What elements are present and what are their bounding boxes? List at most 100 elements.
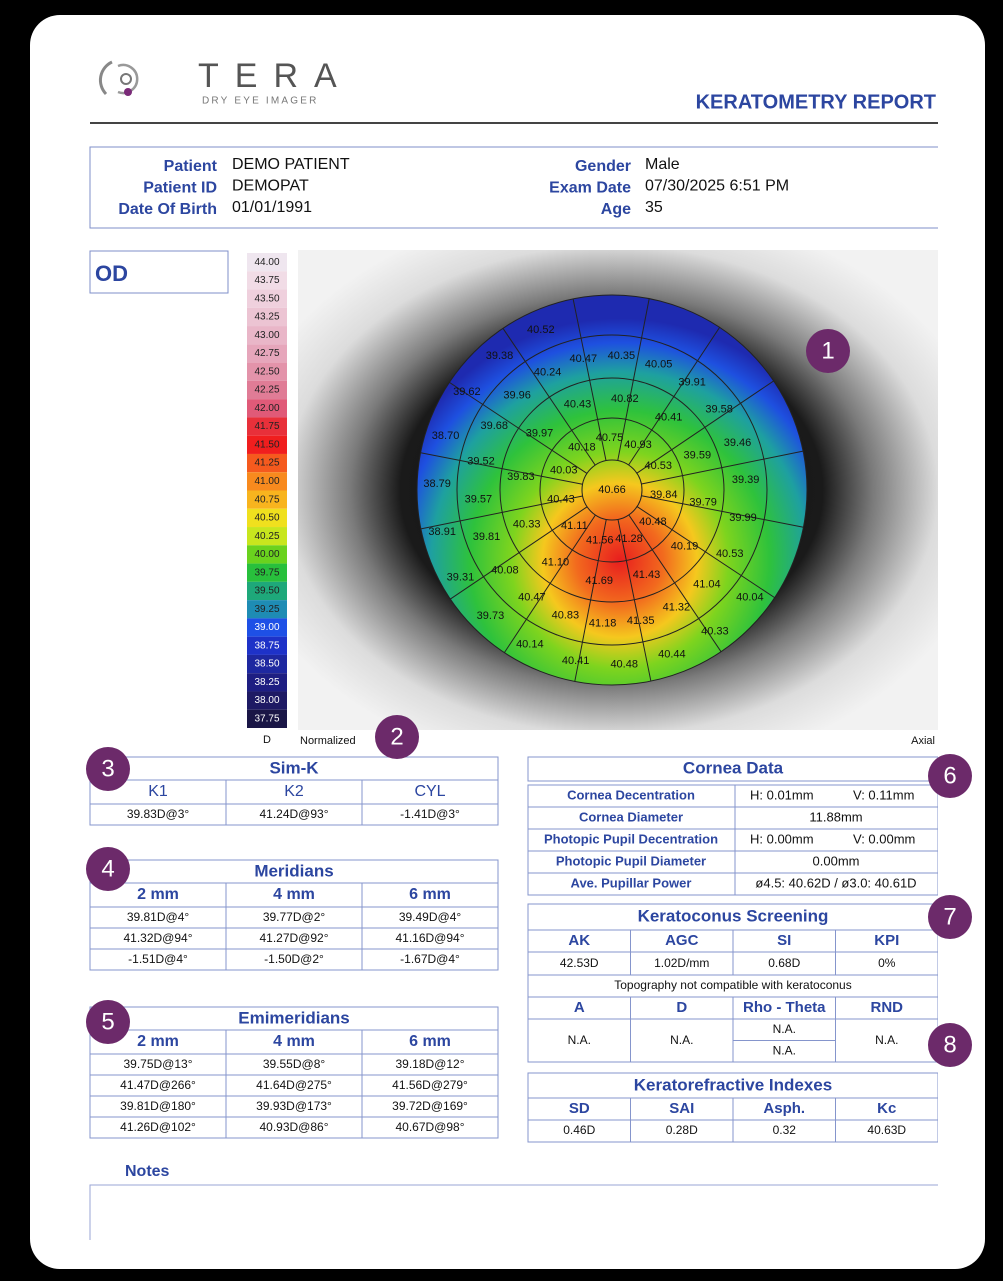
scale-label: 40.00 [254, 549, 279, 560]
scale-label: 37.75 [254, 714, 279, 725]
scale-label: 41.25 [254, 458, 279, 469]
notes-label: Notes [125, 1163, 170, 1180]
map-value: 40.33 [513, 518, 541, 530]
map-value: 39.31 [447, 571, 475, 583]
cell-text: 42.53D [560, 956, 599, 970]
cell-text: 41.56D@279° [392, 1078, 468, 1092]
eye-label: OD [95, 261, 128, 286]
map-value: 40.53 [644, 460, 672, 472]
scale-label: 44.00 [254, 257, 279, 268]
cell-text: 39.77D@2° [263, 910, 326, 924]
cell-text: 0.32 [773, 1123, 797, 1137]
field-value: 07/30/2025 6:51 PM [645, 178, 789, 195]
map-value: 41.28 [615, 533, 643, 545]
cell-text: -1.67D@4° [400, 952, 460, 966]
field-label: Exam Date [549, 180, 631, 197]
field-label: Patient ID [143, 180, 217, 197]
cell-text: N.A. [568, 1033, 591, 1047]
table-header: SD [569, 1100, 590, 1117]
scale-label: 39.00 [254, 622, 279, 633]
scale-label: 42.50 [254, 366, 279, 377]
scale-label: 42.25 [254, 385, 279, 396]
cell-text: 40.63D [867, 1123, 906, 1137]
map-value: 39.97 [526, 427, 554, 439]
callout-number: 4 [101, 855, 114, 882]
callout-number: 3 [101, 755, 114, 782]
map-value: 40.08 [491, 564, 519, 576]
scale-label: 41.75 [254, 421, 279, 432]
tagline: DRY EYE IMAGER [202, 96, 319, 107]
table-header: 6 mm [409, 1033, 451, 1050]
table-title: Sim-K [269, 758, 319, 777]
callout-number: 6 [943, 762, 956, 789]
cell-text: H: 0.01mm [750, 787, 814, 802]
map-value: 39.58 [705, 403, 733, 415]
map-value: 41.69 [585, 575, 613, 587]
scale-label: 39.25 [254, 604, 279, 615]
table-header: Rho - Theta [743, 999, 826, 1016]
map-value: 40.48 [610, 658, 638, 670]
field-label: Patient [164, 158, 218, 175]
cell-text: 11.88mm [809, 809, 862, 824]
cell-text: 41.32D@94° [123, 931, 192, 945]
cell-text: -1.51D@4° [128, 952, 188, 966]
map-value: 40.93 [624, 439, 652, 451]
map-value: 40.05 [645, 358, 673, 370]
scale-label: 39.50 [254, 586, 279, 597]
map-value: 39.59 [684, 449, 712, 461]
field-label: Date Of Birth [118, 201, 217, 218]
scale-label: 41.50 [254, 439, 279, 450]
cell-text: 41.27D@92° [259, 931, 328, 945]
scale-label: 43.50 [254, 293, 279, 304]
cell-text: 39.75D@13° [123, 1057, 192, 1071]
table-title: Keratoconus Screening [638, 906, 829, 925]
table-header: D [676, 999, 687, 1016]
scale-label: 42.00 [254, 403, 279, 414]
row-label: Ave. Pupillar Power [571, 875, 692, 890]
field-label: Gender [575, 158, 631, 175]
table-header: KPI [874, 932, 899, 949]
map-value: 40.14 [516, 638, 544, 650]
scale-label: 38.25 [254, 677, 279, 688]
cell-text: N.A. [773, 1022, 796, 1036]
table-header: Kc [877, 1100, 896, 1117]
cell-text: 41.64D@275° [256, 1078, 332, 1092]
map-value: 39.83 [507, 471, 535, 483]
map-kind: Axial [911, 735, 935, 747]
scale-label: 40.75 [254, 494, 279, 505]
map-value: 39.57 [465, 494, 493, 506]
map-value: 41.18 [589, 618, 617, 630]
scale-label: 40.25 [254, 531, 279, 542]
map-value: 41.32 [663, 601, 691, 613]
cell-text: 1.02D/mm [654, 956, 709, 970]
map-value: 40.24 [534, 366, 562, 378]
cell-text: 39.72D@169° [392, 1099, 468, 1113]
map-value: 40.44 [658, 648, 686, 660]
table-header: SI [777, 932, 791, 949]
map-value: 40.43 [564, 399, 592, 411]
scale-label: 38.50 [254, 659, 279, 670]
table-header: A [574, 999, 585, 1016]
cell-text: 39.81D@180° [120, 1099, 196, 1113]
map-value: 40.35 [608, 350, 636, 362]
callout-number: 8 [943, 1031, 956, 1058]
scale-label: 43.00 [254, 330, 279, 341]
map-value: 40.04 [736, 592, 764, 604]
field-value: DEMO PATIENT [232, 156, 350, 173]
map-value: 39.38 [486, 350, 514, 362]
report-title: KERATOMETRY REPORT [696, 91, 936, 113]
field-value: 35 [645, 199, 663, 216]
table-header: Asph. [763, 1100, 805, 1117]
map-value: 39.68 [481, 420, 509, 432]
map-value: 39.62 [453, 386, 481, 398]
map-value: 38.70 [432, 430, 460, 442]
table-header: SAI [669, 1100, 694, 1117]
map-value: 41.56 [586, 534, 614, 546]
cell-text: -1.41D@3° [400, 807, 460, 821]
cell-text: 39.93D@173° [256, 1099, 332, 1113]
scale-label: 38.00 [254, 695, 279, 706]
page: TERA DRY EYE IMAGER KERATOMETRY REPORT O… [0, 0, 1003, 1281]
cell-text: V: 0.00mm [853, 831, 915, 846]
scale-label: 38.75 [254, 640, 279, 651]
cell-text: 0.00mm [813, 853, 860, 868]
